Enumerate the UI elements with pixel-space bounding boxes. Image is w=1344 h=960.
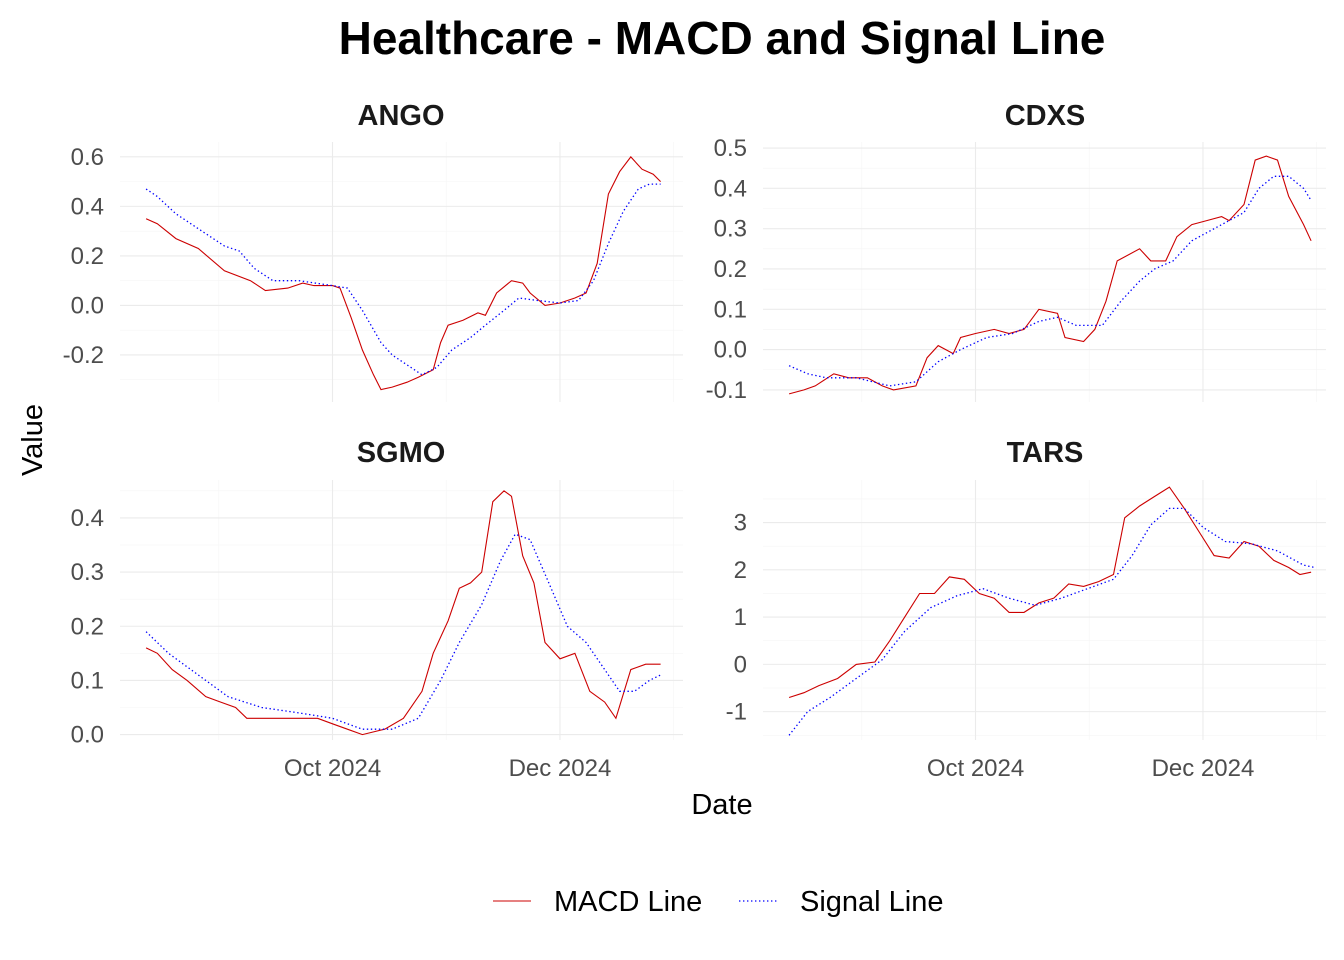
y-tick-label: 3 — [734, 510, 747, 537]
y-tick-label: 0 — [734, 651, 747, 678]
legend-label-macd: MACD Line — [554, 886, 702, 918]
y-axis-title: Value — [17, 404, 49, 476]
signal-line-ango — [145, 183, 661, 376]
y-tick-label: 0.4 — [71, 505, 104, 532]
y-tick-label: 0.1 — [71, 667, 104, 694]
signal-line-tars — [788, 507, 1315, 736]
macd-line-ango — [145, 156, 661, 391]
panel-title: CDXS — [1005, 100, 1086, 132]
y-tick-label: -1 — [726, 699, 747, 726]
y-tick-label: 1 — [734, 604, 747, 631]
panels: 0.6 0.4 0.2 0.0 -0.2 ANGO 0.5 0.4 0.3 0.2 0.1 0.0 -0… — [63, 100, 1326, 782]
y-tick-label: 0.3 — [71, 559, 104, 586]
signal-line-cdxs — [788, 175, 1312, 387]
y-tick-label: 0.4 — [714, 175, 747, 202]
y-tick-label: 0.0 — [714, 337, 747, 364]
signal-line-sgmo — [145, 533, 661, 730]
y-tick-label: 0.2 — [71, 243, 104, 270]
y-tick-label: 0.3 — [714, 216, 747, 243]
legend: MACD Line Signal Line — [493, 886, 944, 918]
y-tick-label: 2 — [734, 557, 747, 584]
x-tick-label: Dec 2024 — [509, 755, 612, 782]
x-tick-label: Oct 2024 — [284, 755, 381, 782]
legend-label-signal: Signal Line — [800, 886, 944, 918]
y-tick-label: 0.4 — [71, 193, 104, 220]
x-tick-label: Oct 2024 — [927, 755, 1024, 782]
y-tick-label: -0.1 — [706, 377, 747, 404]
macd-line-cdxs — [788, 155, 1312, 395]
y-tick-label: 0.2 — [714, 256, 747, 283]
x-axis-title: Date — [691, 789, 752, 821]
y-tick-label: 0.1 — [714, 296, 747, 323]
panel-tars: Oct 2024 Dec 2024 3 2 1 0 -1 TARS — [726, 437, 1326, 782]
y-tick-label: 0.5 — [714, 135, 747, 162]
x-tick-label: Dec 2024 — [1152, 755, 1255, 782]
chart-title: Healthcare - MACD and Signal Line — [339, 12, 1106, 64]
y-tick-label: 0.0 — [71, 722, 104, 749]
macd-line-sgmo — [145, 490, 661, 736]
y-tick-label: 0.0 — [71, 292, 104, 319]
panel-cdxs: 0.5 0.4 0.3 0.2 0.1 0.0 -0.1 CDXS — [706, 100, 1326, 404]
panel-ango: 0.6 0.4 0.2 0.0 -0.2 ANGO — [63, 100, 683, 402]
y-tick-label: 0.2 — [71, 613, 104, 640]
panel-title: SGMO — [357, 437, 446, 469]
macd-line-tars — [788, 486, 1312, 699]
y-tick-label: -0.2 — [63, 342, 104, 369]
panel-sgmo: Oct 2024 Dec 2024 0.4 0.3 0.2 0.1 0.0 SGMO — [71, 437, 683, 782]
y-tick-label: 0.6 — [71, 144, 104, 171]
panel-title: ANGO — [358, 100, 445, 132]
panel-title: TARS — [1007, 437, 1084, 469]
